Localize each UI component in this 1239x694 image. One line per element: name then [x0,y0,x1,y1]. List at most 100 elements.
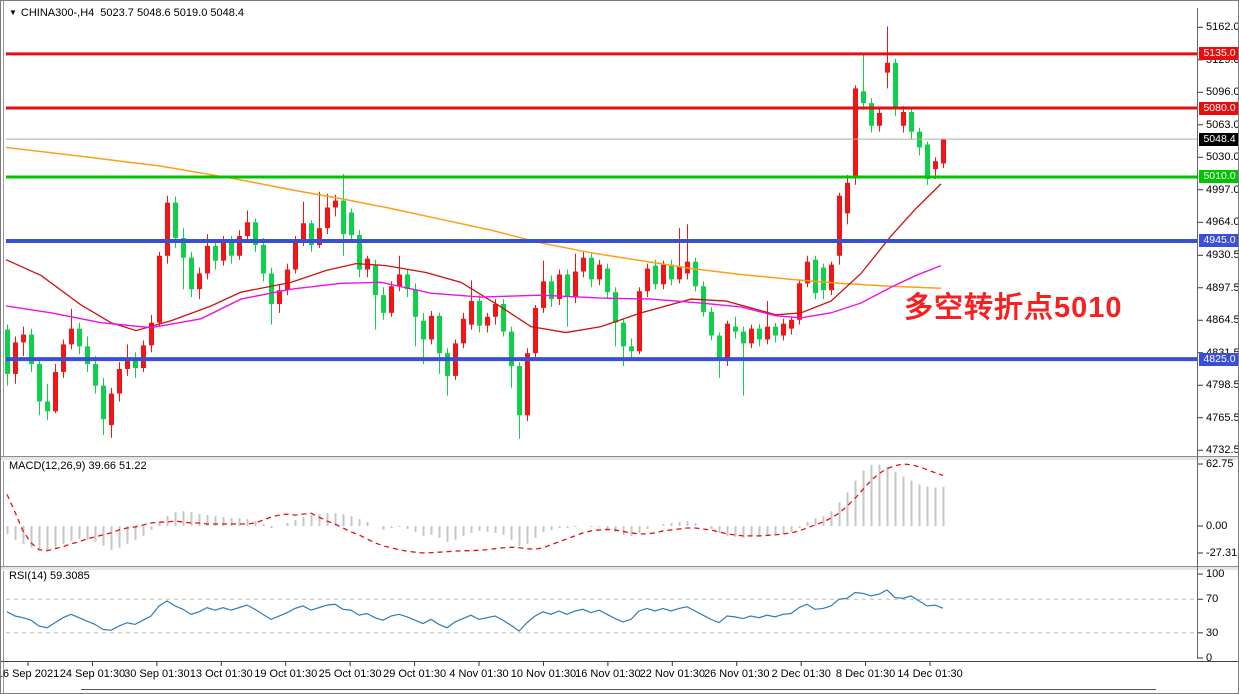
candle-body [861,91,866,104]
price-tick-label: 5030.0 [1206,151,1239,164]
candle-body [405,274,410,290]
candle-body [413,289,418,317]
candle-body [517,366,522,416]
candle-body [53,371,58,412]
price-badge-4825.0: 4825.0 [1199,352,1238,366]
candle-body [621,322,626,347]
candle-body [653,265,658,285]
rsi-tick-label: 0 [1206,651,1213,664]
time-label: 30 Sep 01:30 [124,668,190,680]
candle-body [109,393,114,426]
price-tick-label: 4732.5 [1206,444,1239,457]
candle-body [165,202,170,256]
candle-body [381,295,386,313]
candle-body [261,244,266,274]
candle-body [853,88,858,178]
candle-body [189,257,194,290]
candle-body [757,328,762,340]
rsi-tick-label: 100 [1206,568,1225,581]
macd-label: MACD(12,26,9) 39.66 51.22 [9,460,147,472]
candle-body [797,283,802,320]
candle-body [429,315,434,340]
symbol-title: ▼ CHINA300-,H4 5023.7 5048.6 5019.0 5048.4 [9,7,250,19]
candle-body [773,326,778,336]
candle-body [725,323,730,362]
candle-body [925,144,930,179]
rsi-tick-label: 70 [1206,593,1219,606]
candle-body [29,334,34,365]
symbol-dropdown-icon[interactable]: ▼ [9,8,17,17]
candle-body [709,311,714,336]
candle-body [701,286,706,312]
candle-body [597,264,602,280]
candle-body [93,364,98,386]
candle-body [357,235,362,270]
candle-body [229,241,234,256]
time-label: 14 Dec 01:30 [897,668,963,680]
candle-body [285,269,290,291]
time-label: 29 Oct 01:30 [383,668,447,680]
candle-body [373,265,378,296]
candle-body [341,200,346,235]
candle-body [789,319,794,329]
candle-body [933,161,938,170]
price-badge-5080.0: 5080.0 [1199,101,1238,115]
price-badge-5048.4: 5048.4 [1199,132,1238,146]
candle-body [173,202,178,239]
price-annotation[interactable]: 多空转折点5010 [904,292,1123,324]
candle-body [829,264,834,291]
time-label: 16 Nov 01:30 [575,668,641,680]
candle-body [141,345,146,369]
price-tick-label: 4897.5 [1206,281,1239,294]
price-badge-5135.0: 5135.0 [1199,47,1238,61]
price-tick-label: 4964.0 [1206,216,1239,229]
price-tick-label: 4864.5 [1206,314,1239,327]
pane-divider-macd[interactable] [1,456,1238,461]
candle-body [309,223,314,245]
candle-body [749,328,754,344]
candle-body [445,353,450,376]
candle-body [589,257,594,280]
ma-magenta-mid [5,264,942,329]
candle-body [661,264,666,285]
candle-body [69,328,74,345]
candle-body [277,290,282,305]
candle-body [509,331,514,367]
price-tick-label: 5063.0 [1206,118,1239,131]
macd-tick-label: 62.75 [1206,457,1234,470]
rsi-tick-label: 30 [1206,626,1219,639]
candle-body [157,255,162,323]
candle-body [645,268,650,292]
candle-body [813,259,818,294]
window-bottom-edge [81,689,1156,690]
price-badge-5010.0: 5010.0 [1199,170,1238,184]
candle-body [525,353,530,416]
time-label: 13 Oct 01:30 [189,668,253,680]
candle-body [45,401,50,412]
time-label: 4 Nov 01:30 [449,668,509,680]
candle-body [477,301,482,326]
candle-body [245,222,250,237]
candle-body [733,326,738,332]
pane-divider-rsi[interactable] [1,566,1238,571]
candle-body [301,223,306,242]
candle-body [557,274,562,300]
rsi-line [6,589,944,632]
candle-body [677,266,682,280]
price-tick-label: 5096.0 [1206,86,1239,99]
candle-body [941,139,946,164]
candle-body [37,364,42,402]
ohlc-readout: 5023.7 5048.6 5019.0 5048.4 [100,7,245,19]
candle-body [549,281,554,300]
candle-body [213,245,218,261]
candle-body [389,286,394,313]
candle-body [501,304,506,332]
candle-body [237,236,242,256]
candle-body [437,315,442,354]
macd-tick-label: -27.31 [1206,546,1238,559]
time-axis-border [1,661,1238,662]
candle-body [565,274,570,298]
candle-body [741,331,746,344]
price-tick-label: 4997.0 [1206,183,1239,196]
candle-body [893,62,898,109]
